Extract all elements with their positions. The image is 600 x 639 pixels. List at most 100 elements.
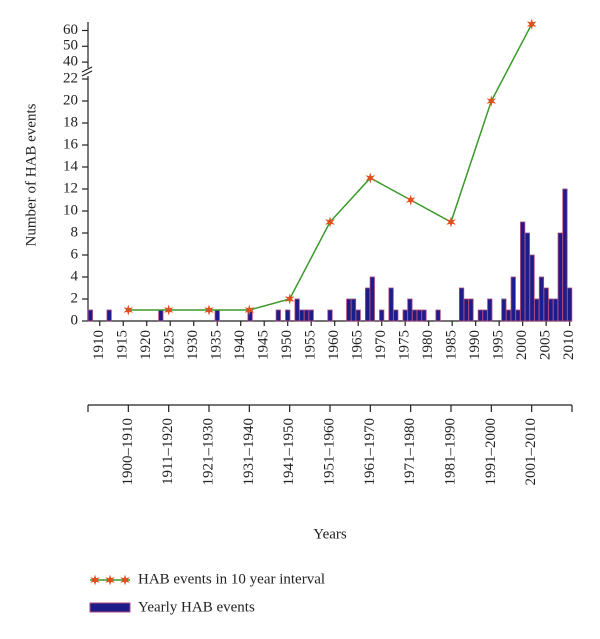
interval-label: 1921–1930 [200,418,216,486]
star-marker [526,18,537,30]
interval-label: 1981–1990 [442,418,458,486]
y-tick-label: 22 [63,70,78,86]
bar [435,309,441,322]
bar [552,298,559,322]
legend-label: Yearly HAB events [138,599,255,615]
y-tick-label: 6 [71,246,79,262]
bar [299,309,305,322]
bar [463,298,469,322]
y-tick-label: 10 [63,202,78,218]
x-tick-label: 1940 [232,330,248,360]
bar [285,309,291,322]
x-tick-label: 1975 [397,330,413,360]
interval-label: 1991–2000 [483,418,499,486]
bar [364,287,371,322]
bar [515,309,521,322]
y-tick-label: 40 [63,54,78,70]
bar [158,309,164,322]
legend-marker [120,574,130,586]
star-marker [244,304,255,316]
x-tick-label: 2005 [538,330,554,360]
star-marker [405,194,416,206]
x-tick-label: 1980 [420,330,436,360]
bar [562,188,568,322]
bar [543,287,549,322]
interval-label: 2001–2010 [523,418,539,486]
x-tick-label: 1960 [326,330,342,360]
y-tick-label: 8 [71,224,79,240]
y-tick-label: 18 [63,114,78,130]
star-marker [446,216,456,228]
legend-marker [90,574,100,586]
interval-label: 1931–1940 [241,418,257,486]
bar [482,309,488,322]
bar [548,298,554,322]
y-tick-label: 14 [63,158,79,174]
x-tick-label: 1950 [279,330,295,360]
star-marker [325,216,335,228]
x-tick-label: 1995 [491,330,507,360]
bar [538,276,545,322]
bar [402,309,408,322]
x-tick-label: 1930 [185,330,201,360]
interval-label: 1900–1910 [120,418,136,486]
star-marker [284,293,295,305]
interval-label: 1961–1970 [362,418,378,486]
bar [87,309,93,322]
y-tick-label: 60 [63,22,78,38]
x-tick-label: 1985 [444,330,460,360]
interval-label: 1971–1980 [402,418,418,486]
x-tick-label: 1915 [115,330,131,360]
bar [308,309,314,322]
bar [567,287,573,322]
y-tick-label: 0 [71,312,79,328]
y-tick-label: 50 [63,38,78,54]
bar [468,298,474,322]
bar [529,254,535,322]
star-marker [365,172,376,184]
star-marker [163,304,174,316]
bar [407,298,413,322]
axis-break [81,70,93,77]
legend: HAB events in 10 year interval Yearly HA… [89,571,325,615]
star-marker [486,95,497,107]
x-tick-label: 1945 [256,330,272,360]
bar [275,309,281,322]
bar [327,309,333,322]
x-tick-label: 1955 [303,330,319,360]
bar [501,298,507,322]
bar [505,309,512,322]
bar [350,298,357,322]
interval-label: 1911–1920 [160,418,176,485]
x-tick-label: 2010 [561,330,577,360]
bar [520,221,526,322]
bar [421,309,427,322]
y-tick-label: 20 [63,92,78,108]
interval-label: 1941–1950 [281,418,297,486]
bar [416,309,422,322]
bar [303,309,310,322]
y-tick-label: 2 [71,290,79,306]
bar [458,287,465,322]
y-axis [81,22,93,321]
legend-swatch [89,602,131,613]
bar [477,309,483,322]
y-tick-label: 12 [63,180,78,196]
bar [388,287,394,322]
interval-label: 1951–1960 [321,418,337,486]
bar [524,232,530,322]
x-axis-label: Years [313,526,347,542]
bar [369,276,375,322]
bar [294,298,300,322]
y-axis-label: Number of HAB events [23,103,39,246]
bar [510,276,516,322]
x-tick-label: 1935 [209,330,225,360]
y-tick-label: 4 [71,268,79,284]
x-tick-label: 1990 [467,330,483,360]
x-tick-label: 2000 [514,330,530,360]
x-tick-label: 1965 [350,330,366,360]
axis-break [81,66,93,73]
bar [355,309,361,322]
